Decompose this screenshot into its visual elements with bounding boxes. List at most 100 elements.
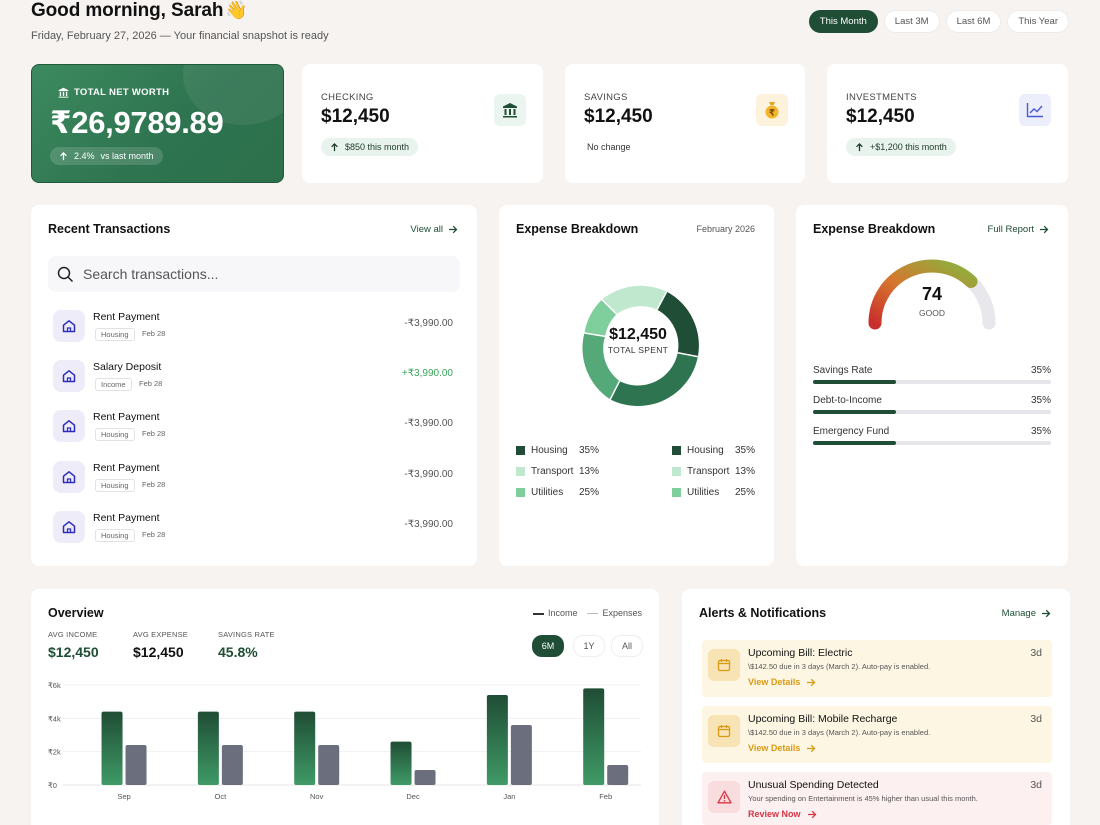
transaction-name: Rent Payment xyxy=(93,462,160,474)
transaction-name: Salary Deposit xyxy=(93,361,162,373)
range-tab-last-6m[interactable]: Last 6M xyxy=(945,10,1002,33)
income-bar[interactable] xyxy=(101,711,123,785)
overview-bar-chart: ₹0 ₹2k ₹4k ₹6k Sep Oct Nov Dec Jan Feb xyxy=(48,681,641,801)
savings-amount: $12,450 xyxy=(584,106,653,127)
tab-6m[interactable]: 6M xyxy=(532,635,564,657)
y-tick-label: ₹6k xyxy=(48,681,61,690)
alert-title: Upcoming Bill: Mobile Recharge xyxy=(748,713,898,725)
transaction-name: Rent Payment xyxy=(93,411,160,423)
house-icon xyxy=(53,410,85,442)
financial-score-card: Expense Breakdown Full Report 74 GOOD Sa… xyxy=(796,205,1068,566)
income-bar[interactable] xyxy=(294,711,316,785)
arrow-up-icon xyxy=(60,151,67,160)
transaction-row[interactable]: Rent Payment Housing Feb 28 -₹3,990.00 xyxy=(53,459,453,495)
overview-card: Overview Income Expenses AVG INCOME $12,… xyxy=(31,589,659,825)
metric-emergency-fund: Emergency Fund 35% xyxy=(813,426,1051,445)
overview-legend: Income Expenses xyxy=(532,608,642,618)
alert-description: \$142.50 due in 3 days (March 2). Auto-p… xyxy=(748,662,931,671)
expense-bar[interactable] xyxy=(607,765,629,785)
transaction-row[interactable]: Rent Payment Housing Feb 28 -₹3,990.00 xyxy=(53,509,453,545)
metric-savings-rate: Savings Rate 35% xyxy=(813,365,1051,384)
alert-item[interactable]: Upcoming Bill: Mobile Recharge \$142.50 … xyxy=(702,706,1052,763)
alert-item[interactable]: Unusual Spending Detected Your spending … xyxy=(702,772,1052,825)
expense-bar[interactable] xyxy=(510,725,532,785)
transaction-amount: +₹3,990.00 xyxy=(401,368,453,379)
transaction-name: Rent Payment xyxy=(93,311,160,323)
expense-bar[interactable] xyxy=(221,745,243,785)
income-bar[interactable] xyxy=(390,741,412,785)
transaction-amount: -₹3,990.00 xyxy=(404,418,453,429)
tab-1y[interactable]: 1Y xyxy=(573,635,605,657)
calendar-icon xyxy=(708,649,740,681)
expense-bar[interactable] xyxy=(318,745,340,785)
legend-swatch xyxy=(516,467,525,476)
arrow-up-icon xyxy=(331,142,338,151)
alert-title: Upcoming Bill: Electric xyxy=(748,647,853,659)
x-tick-label: Dec xyxy=(406,792,420,801)
calendar-icon xyxy=(708,715,740,747)
search-input[interactable] xyxy=(83,266,433,282)
transaction-tag: Housing xyxy=(95,428,135,441)
view-all-link[interactable]: View all xyxy=(410,224,458,235)
donut-total-label: TOTAL SPENT xyxy=(607,345,669,355)
avg-expense-value: $12,450 xyxy=(133,644,184,660)
y-tick-label: ₹4k xyxy=(48,714,61,723)
savings-label: SAVINGS xyxy=(584,92,628,103)
arrow-right-icon xyxy=(807,810,816,818)
arrow-right-icon xyxy=(807,744,816,752)
transaction-row[interactable]: Salary Deposit Income Feb 28 +₹3,990.00 xyxy=(53,358,453,394)
expense-bar[interactable] xyxy=(125,745,147,785)
alert-description: \$142.50 due in 3 days (March 2). Auto-p… xyxy=(748,728,931,737)
transaction-amount: -₹3,990.00 xyxy=(404,519,453,530)
legend-housing: Housing 35% xyxy=(672,445,755,456)
transaction-tag: Income xyxy=(95,378,132,391)
legend-swatch xyxy=(516,488,525,497)
house-icon xyxy=(53,310,85,342)
expense-bar[interactable] xyxy=(414,770,436,785)
checking-amount: $12,450 xyxy=(321,106,390,127)
range-tab-last-3m[interactable]: Last 3M xyxy=(883,10,940,33)
arrow-right-icon xyxy=(807,678,816,686)
income-bar[interactable] xyxy=(197,711,219,785)
arrow-up-icon xyxy=(856,142,863,151)
net-worth-change-pill: 2.4% vs last month xyxy=(50,147,163,165)
warning-icon xyxy=(708,781,740,813)
score-label: GOOD xyxy=(919,308,945,318)
expense-breakdown-card: Expense Breakdown February 2026 $12,450 … xyxy=(499,205,774,566)
tab-all[interactable]: All xyxy=(611,635,643,657)
bank-icon xyxy=(494,94,526,126)
net-worth-card: TOTAL NET WORTH ₹26,9789.89 2.4% vs last… xyxy=(31,64,284,183)
transaction-row[interactable]: Rent Payment Housing Feb 28 -₹3,990.00 xyxy=(53,308,453,344)
net-worth-value: ₹26,9789.89 xyxy=(50,105,224,140)
arrow-right-icon xyxy=(449,225,458,234)
transaction-row[interactable]: Rent Payment Housing Feb 28 -₹3,990.00 xyxy=(53,408,453,444)
expense-period: February 2026 xyxy=(696,224,755,234)
checking-card: CHECKING $12,450 $850 this month xyxy=(302,64,543,183)
income-bar[interactable] xyxy=(583,688,605,785)
savings-rate-value: 45.8% xyxy=(218,644,258,660)
range-tab-this-month[interactable]: This Month xyxy=(808,10,878,33)
full-report-link[interactable]: Full Report xyxy=(988,224,1049,235)
savings-rate-label: SAVINGS RATE xyxy=(218,630,275,639)
checking-label: CHECKING xyxy=(321,92,374,103)
metric-debt-to-income: Debt-to-Income 35% xyxy=(813,395,1051,414)
overview-title: Overview xyxy=(48,606,104,620)
arrow-right-icon xyxy=(1042,609,1051,618)
donut-total: $12,450 xyxy=(609,326,667,343)
legend-income: Income xyxy=(532,608,577,618)
savings-note: No change xyxy=(587,142,631,152)
expense-donut-chart xyxy=(582,285,699,407)
range-tab-this-year[interactable]: This Year xyxy=(1007,10,1069,33)
score-value: 74 xyxy=(921,284,943,304)
view-details-link[interactable]: View Details xyxy=(748,677,816,687)
income-bar[interactable] xyxy=(486,695,508,785)
alert-item[interactable]: Upcoming Bill: Electric \$142.50 due in … xyxy=(702,640,1052,697)
donut-segment-housing xyxy=(657,291,699,357)
manage-link[interactable]: Manage xyxy=(1002,608,1051,619)
legend-transport: Transport 13% xyxy=(516,466,599,477)
savings-card: SAVINGS $12,450 No change ₹ xyxy=(565,64,805,183)
view-details-link[interactable]: View Details xyxy=(748,743,816,753)
review-now-link[interactable]: Review Now xyxy=(748,809,817,819)
transaction-tag: Housing xyxy=(95,328,135,341)
avg-expense-label: AVG EXPENSE xyxy=(133,630,188,639)
